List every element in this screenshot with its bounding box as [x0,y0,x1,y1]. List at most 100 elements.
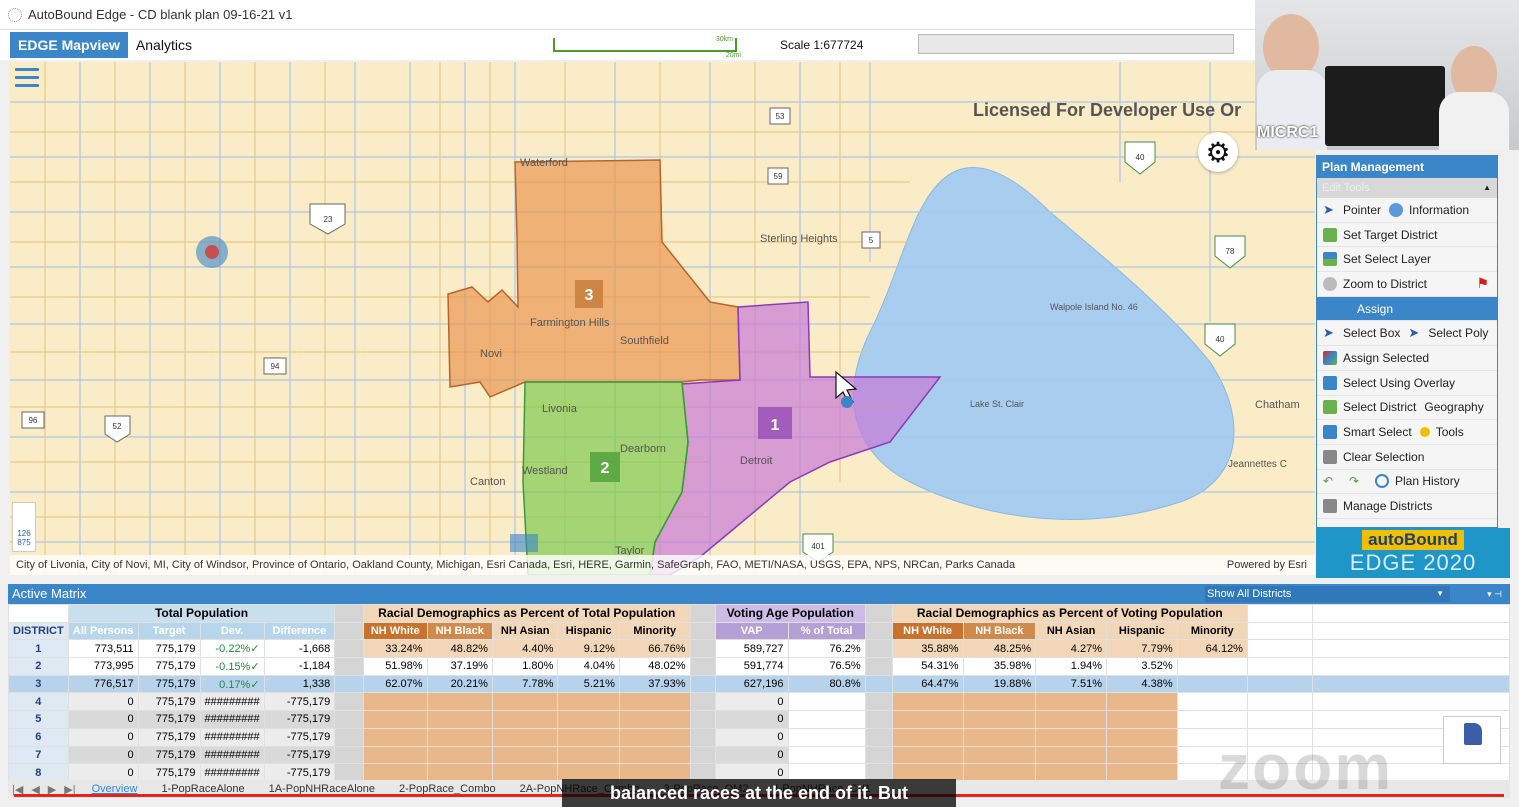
pct-total-cell[interactable] [787,692,866,712]
nh-asian-cell[interactable] [491,745,559,765]
minority-cell[interactable] [618,763,691,780]
plan-history-row[interactable]: ↶ ↷ Plan History [1317,470,1497,495]
vap-cell[interactable]: 627,196 [714,674,789,694]
vap-nh-asian-cell[interactable] [1035,692,1107,712]
active-matrix-grid[interactable]: Total Population Racial Demographics as … [8,604,1510,780]
col-hispanic[interactable]: Hispanic [557,621,620,641]
manage-districts-row[interactable]: Manage Districts [1317,494,1497,519]
table-row[interactable]: 6 0 775,179 ######### -775,179 0 [8,727,1510,747]
minority-cell[interactable] [618,727,691,747]
district-cell[interactable]: 1 [8,639,69,659]
nh-white-cell[interactable]: 51.98% [362,657,428,676]
hispanic-cell[interactable] [557,763,620,780]
gap-cell[interactable] [334,639,364,659]
target-cell[interactable]: 775,179 [137,639,201,659]
all-persons-cell[interactable]: 0 [67,745,139,765]
gap-cell[interactable] [689,657,716,676]
map-settings-gear-icon[interactable]: ⚙ [1198,132,1238,172]
target-cell[interactable]: 775,179 [137,727,201,747]
spare-cell[interactable] [1311,692,1510,712]
vap-nh-asian-cell[interactable] [1035,763,1107,780]
vap-nh-black-cell[interactable] [962,692,1037,712]
nh-black-cell[interactable] [426,727,493,747]
dev-cell[interactable]: -0.15%✓ [199,657,265,676]
col-vap-nh-black[interactable]: NH Black [962,621,1037,641]
gap-cell[interactable] [864,657,893,676]
select-poly-tool[interactable]: ➤ Select Poly [1408,326,1488,341]
hispanic-cell[interactable] [557,692,620,712]
nh-white-cell[interactable] [362,727,428,747]
sheet-tab-1[interactable]: 1-PopRaceAlone [161,783,245,795]
vap-cell[interactable]: 0 [714,763,789,780]
gap-cell[interactable] [689,745,716,765]
vap-minority-cell[interactable] [1176,710,1248,729]
gap-cell[interactable] [689,674,716,694]
gap-cell[interactable] [864,710,893,729]
hispanic-cell[interactable] [557,745,620,765]
map-legend-button[interactable]: 126 875 [12,502,36,552]
col-target[interactable]: Target [137,621,201,641]
gap-cell[interactable] [334,710,364,729]
tools-button[interactable]: Tools [1419,425,1464,439]
gap-cell[interactable] [334,657,364,676]
all-persons-cell[interactable]: 773,995 [67,657,139,676]
gap-cell[interactable] [864,674,893,694]
vap-hispanic-cell[interactable] [1106,727,1178,747]
pct-total-cell[interactable]: 76.5% [787,657,866,676]
vap-minority-cell[interactable] [1176,692,1248,712]
gap-cell[interactable] [689,763,716,780]
vap-nh-asian-cell[interactable] [1035,745,1107,765]
pct-total-cell[interactable] [787,763,866,780]
vap-cell[interactable]: 0 [714,727,789,747]
col-vap-nh-white[interactable]: NH White [891,621,964,641]
nh-white-cell[interactable] [362,710,428,729]
minority-cell[interactable] [618,745,691,765]
vap-hispanic-cell[interactable] [1106,692,1178,712]
all-persons-cell[interactable]: 0 [67,710,139,729]
all-persons-cell[interactable]: 0 [67,727,139,747]
district-cell[interactable]: 2 [8,657,69,676]
nh-black-cell[interactable]: 48.82% [426,639,493,659]
pin-icon[interactable]: ▾ ⊣ [1487,589,1502,599]
pct-total-cell[interactable]: 76.2% [787,639,866,659]
gap-cell[interactable] [689,639,716,659]
difference-cell[interactable]: -775,179 [263,727,336,747]
zoom-to-district-row[interactable]: Zoom to District ⚑ [1317,272,1497,297]
dev-cell[interactable]: 0.17%✓ [199,674,265,694]
vap-nh-white-cell[interactable] [891,763,964,780]
sheet-tab-2[interactable]: 1A-PopNHRaceAlone [268,783,375,795]
vap-nh-asian-cell[interactable]: 7.51% [1035,674,1107,694]
sheet-nav-last-icon[interactable]: ▶| [64,783,76,796]
gap-cell[interactable] [689,727,716,747]
information-tool[interactable]: Information [1389,202,1469,217]
table-row[interactable]: 3 776,517 775,179 0.17%✓ 1,338 62.07% 20.21% 7.… [8,674,1510,694]
col-nh-white[interactable]: NH White [362,621,428,641]
vap-nh-asian-cell[interactable]: 1.94% [1035,657,1107,676]
vap-nh-black-cell[interactable] [962,745,1037,765]
nh-white-cell[interactable]: 62.07% [362,674,428,694]
vap-hispanic-cell[interactable]: 3.52% [1106,657,1178,676]
target-cell[interactable]: 775,179 [137,745,201,765]
vap-minority-cell[interactable] [1176,657,1248,676]
vap-nh-black-cell[interactable]: 19.88% [962,674,1037,694]
vap-cell[interactable]: 591,774 [714,657,789,676]
vap-hispanic-cell[interactable]: 4.38% [1106,674,1178,694]
vap-nh-asian-cell[interactable] [1035,710,1107,729]
gap-cell[interactable] [864,692,893,712]
target-cell[interactable]: 775,179 [137,710,201,729]
vap-cell[interactable]: 0 [714,692,789,712]
nh-white-cell[interactable]: 33.24% [362,639,428,659]
vap-nh-asian-cell[interactable] [1035,727,1107,747]
nh-asian-cell[interactable]: 7.78% [491,674,559,694]
clear-selection-row[interactable]: Clear Selection [1317,445,1497,470]
vap-nh-black-cell[interactable] [962,710,1037,729]
vap-minority-cell[interactable] [1176,763,1248,780]
district-cell[interactable]: 8 [8,763,69,780]
hispanic-cell[interactable] [557,710,620,729]
district-cell[interactable]: 7 [8,745,69,765]
geography-tool[interactable]: Geography [1424,400,1483,414]
gap-cell[interactable] [689,710,716,729]
pct-total-cell[interactable]: 80.8% [787,674,866,694]
spare-cell[interactable] [1311,763,1510,780]
select-district-row[interactable]: Select District Geography [1317,396,1497,421]
